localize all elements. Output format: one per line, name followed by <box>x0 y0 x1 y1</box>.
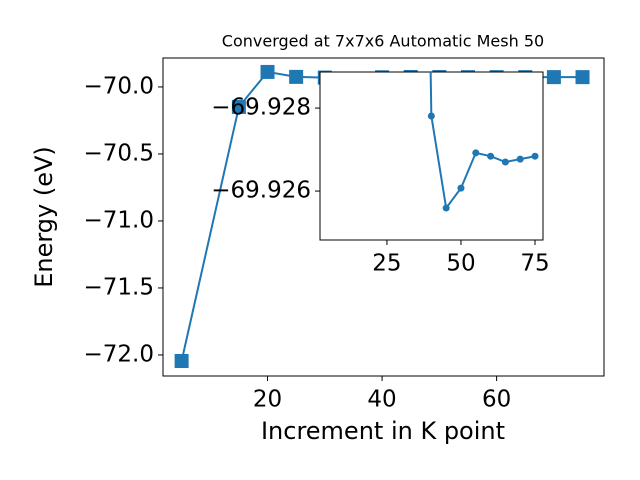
y-tick-label: −69.926 <box>211 178 311 204</box>
marker <box>231 99 246 114</box>
y-tick-label: −71.5 <box>84 274 154 300</box>
x-axis-label: Increment in K point <box>261 417 505 445</box>
marker <box>457 184 465 192</box>
y-tick-label: −70.0 <box>84 73 154 99</box>
marker <box>427 112 435 120</box>
chart-title: Converged at 7x7x6 Automatic Mesh 50 <box>222 32 544 51</box>
marker <box>289 69 304 84</box>
x-tick-label: 60 <box>482 387 511 413</box>
marker <box>516 155 524 163</box>
y-tick-label: −70.5 <box>84 140 154 166</box>
marker <box>260 64 275 79</box>
marker <box>546 70 561 85</box>
marker <box>487 152 495 160</box>
marker <box>531 152 539 160</box>
y-axis-label: Energy (eV) <box>30 146 58 288</box>
plot-layer <box>427 72 539 212</box>
x-tick-label: 25 <box>372 251 401 277</box>
marker <box>174 353 189 368</box>
marker <box>442 204 450 212</box>
x-tick-label: 75 <box>520 251 549 277</box>
y-tick-label: −72.0 <box>84 341 154 367</box>
x-tick-label: 40 <box>367 387 396 413</box>
x-tick-label: 20 <box>253 387 282 413</box>
marker <box>501 158 509 166</box>
y-tick-label: −71.0 <box>84 207 154 233</box>
marker <box>575 70 590 85</box>
x-tick-label: 50 <box>446 251 475 277</box>
y-tick-label: −69.928 <box>211 95 311 121</box>
marker <box>472 149 480 157</box>
